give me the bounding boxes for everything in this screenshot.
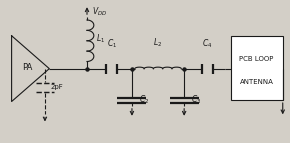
Text: $C_3$: $C_3$ [191,94,202,106]
Text: 2pF: 2pF [51,84,64,90]
Text: PA: PA [22,63,33,72]
Bar [231,36,283,100]
Text: $L_1$: $L_1$ [96,32,105,45]
Text: $C_4$: $C_4$ [202,38,213,50]
Text: $C_1$: $C_1$ [106,38,117,50]
Text: $L_2$: $L_2$ [153,36,163,49]
Text: PCB LOOP: PCB LOOP [240,56,274,62]
Text: $C_2$: $C_2$ [139,94,149,106]
Text: ANTENNA: ANTENNA [240,79,273,85]
Text: $V_{DD}$: $V_{DD}$ [92,6,107,18]
